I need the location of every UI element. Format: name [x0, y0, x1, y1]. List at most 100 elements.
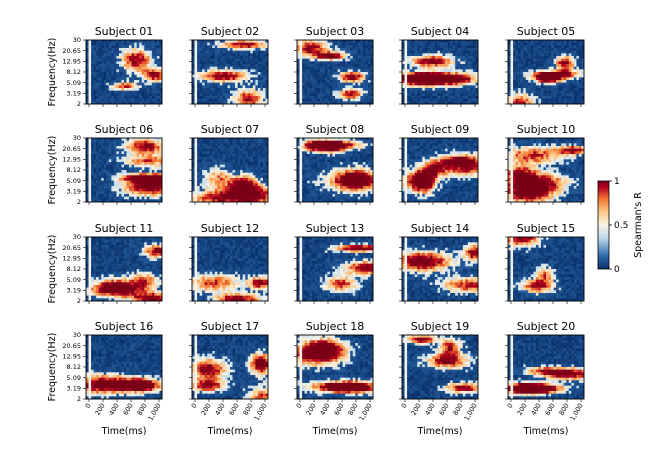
heatmap-cell: [154, 45, 158, 49]
heatmap-cell: [91, 175, 94, 179]
heatmap-cell: [409, 56, 413, 60]
heatmap-cell: [247, 90, 251, 94]
heatmap-cell: [235, 183, 238, 187]
heatmap-cell: [367, 64, 371, 68]
heatmap-cell: [108, 64, 112, 68]
heatmap-cell: [434, 64, 438, 68]
heatmap-cell: [297, 85, 300, 89]
heatmap-cell: [309, 42, 313, 46]
heatmap-cell: [347, 74, 351, 78]
heatmap-cell: [96, 82, 100, 86]
heatmap-cell: [447, 58, 451, 62]
heatmap-cell: [235, 64, 238, 68]
heatmap-cell: [126, 64, 130, 68]
heatmap-cell: [202, 148, 206, 152]
heatmap-cell: [194, 96, 198, 100]
heatmap-cell: [324, 88, 328, 92]
heatmap-cell: [304, 42, 308, 46]
heatmap-cell: [93, 48, 97, 52]
heatmap-cell: [324, 77, 328, 81]
heatmap-cell: [98, 40, 102, 44]
heatmap-cell: [424, 85, 428, 89]
heatmap-cell: [124, 58, 127, 62]
heatmap-cell: [159, 69, 163, 73]
heatmap-cell: [96, 138, 100, 142]
heatmap-cell: [566, 101, 570, 105]
heatmap-cell: [121, 148, 125, 152]
heatmap-cell: [101, 69, 105, 73]
heatmap-cell: [345, 96, 349, 100]
heatmap-cell: [151, 159, 155, 163]
heatmap-cell: [566, 66, 570, 70]
heatmap-cell: [96, 159, 100, 163]
heatmap-cell: [126, 98, 130, 102]
heatmap-cell: [475, 80, 479, 84]
heatmap-cell: [332, 74, 336, 78]
heatmap-cell: [106, 191, 110, 195]
heatmap-cell: [204, 69, 208, 73]
heatmap-cell: [214, 69, 218, 73]
heatmap-cell: [445, 96, 448, 100]
heatmap-cell: [199, 77, 203, 81]
panel-title: Subject 02: [201, 25, 260, 38]
heatmap-cell: [139, 45, 143, 49]
heatmap-cell: [558, 61, 562, 65]
heatmap-cell: [217, 66, 221, 70]
heatmap-cell: [86, 66, 89, 70]
heatmap-cell: [445, 58, 448, 62]
heatmap-cell: [434, 80, 438, 84]
heatmap-cell: [250, 154, 254, 158]
heatmap-cell: [232, 183, 236, 187]
heatmap-cell: [578, 90, 582, 94]
heatmap-cell: [232, 154, 236, 158]
heatmap-cell: [422, 69, 426, 73]
heatmap-cell: [159, 167, 163, 171]
heatmap-cell: [340, 64, 343, 68]
heatmap-cell: [197, 45, 200, 49]
heatmap-cell: [350, 66, 354, 70]
heatmap-cell: [581, 88, 585, 92]
heatmap-cell: [563, 69, 567, 73]
heatmap-cell: [427, 101, 431, 105]
heatmap-cell: [118, 191, 122, 195]
heatmap-cell: [412, 61, 416, 65]
heatmap-cell: [235, 53, 238, 57]
heatmap-cell: [360, 88, 364, 92]
heatmap-cell: [563, 58, 567, 62]
heatmap-cell: [230, 45, 233, 49]
heatmap-cell: [553, 58, 557, 62]
heatmap-cell: [235, 40, 238, 44]
heatmap-cell: [347, 48, 351, 52]
heatmap-cell: [561, 77, 565, 81]
heatmap-cell: [118, 172, 122, 176]
heatmap-cell: [144, 146, 148, 150]
heatmap-cell: [404, 93, 408, 97]
heatmap-cell: [518, 56, 522, 60]
heatmap-cell: [257, 85, 261, 89]
heatmap-cell: [108, 72, 112, 76]
heatmap-cell: [250, 45, 254, 49]
heatmap-cell: [573, 85, 577, 89]
heatmap-cell: [124, 178, 127, 182]
heatmap-cell: [546, 77, 549, 81]
heatmap-cell: [202, 50, 206, 54]
heatmap-cell: [101, 199, 105, 203]
heatmap-cell: [360, 93, 364, 97]
heatmap-cell: [581, 101, 585, 105]
heatmap-cell: [299, 88, 303, 92]
heatmap-cell: [129, 82, 132, 86]
heatmap-cell: [250, 48, 254, 52]
heatmap-cell: [442, 74, 446, 78]
heatmap-cell: [202, 53, 206, 57]
heatmap-cell: [556, 40, 560, 44]
heatmap-cell: [332, 96, 336, 100]
heatmap-cell: [419, 40, 423, 44]
heatmap-cell: [242, 146, 246, 150]
heatmap-cell: [235, 72, 238, 76]
heatmap-cell: [129, 188, 132, 192]
heatmap-cell: [232, 58, 236, 62]
heatmap-cell: [365, 80, 369, 84]
heatmap-cell: [86, 138, 89, 142]
heatmap-cell: [222, 80, 226, 84]
heatmap-cell: [146, 90, 150, 94]
